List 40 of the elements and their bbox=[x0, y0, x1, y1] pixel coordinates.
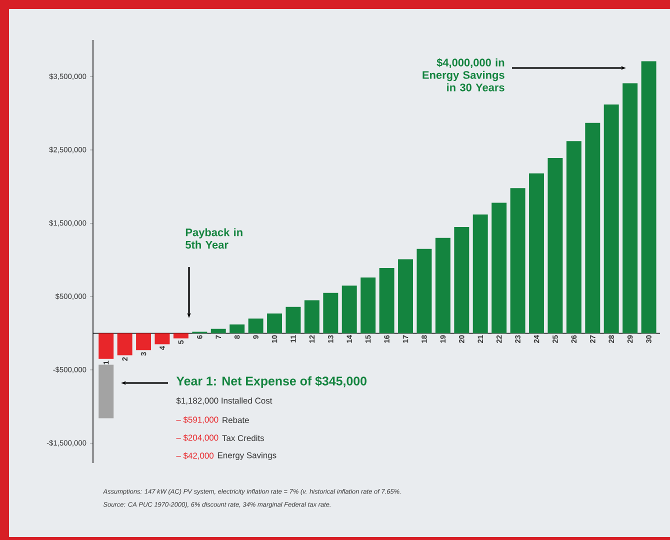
bar bbox=[379, 268, 394, 334]
bar bbox=[492, 202, 507, 334]
bar bbox=[454, 226, 470, 334]
bar bbox=[510, 188, 526, 334]
annotation: – $204,000 bbox=[176, 434, 218, 442]
bar bbox=[173, 333, 188, 338]
annotation: – $591,000 bbox=[176, 416, 218, 424]
bar bbox=[360, 278, 376, 334]
bar bbox=[210, 328, 226, 334]
bar bbox=[267, 313, 282, 334]
bar bbox=[622, 83, 638, 334]
annotation: Energy Savings bbox=[218, 452, 276, 460]
annotation: Year 1: Net Expense of $345,000 bbox=[176, 376, 366, 388]
bar bbox=[585, 122, 600, 334]
annotation: Payback in 5th Year bbox=[186, 228, 242, 249]
annotation: $1,182,000 Installed Cost bbox=[176, 397, 272, 405]
bar bbox=[98, 364, 114, 418]
bar bbox=[529, 173, 544, 334]
bar bbox=[604, 104, 619, 334]
annotation: Rebate bbox=[222, 416, 249, 424]
bar bbox=[136, 333, 152, 350]
bar bbox=[323, 292, 338, 334]
annotation: – $42,000 bbox=[176, 452, 214, 460]
bar bbox=[641, 61, 656, 334]
annotation: Tax Credits bbox=[222, 434, 264, 442]
bar bbox=[398, 259, 413, 334]
annotation: $4,000,000 in Energy Savings in 30 Years bbox=[422, 58, 504, 92]
bar bbox=[98, 333, 114, 359]
bar bbox=[566, 141, 582, 334]
bar bbox=[304, 300, 320, 334]
bar bbox=[117, 333, 132, 356]
bar bbox=[548, 158, 563, 334]
bar bbox=[154, 333, 170, 344]
bar bbox=[248, 318, 264, 334]
bar bbox=[435, 238, 450, 334]
bar bbox=[472, 214, 488, 334]
bar bbox=[230, 324, 245, 334]
bar bbox=[342, 286, 357, 334]
bar bbox=[286, 306, 301, 334]
bar bbox=[416, 248, 432, 334]
